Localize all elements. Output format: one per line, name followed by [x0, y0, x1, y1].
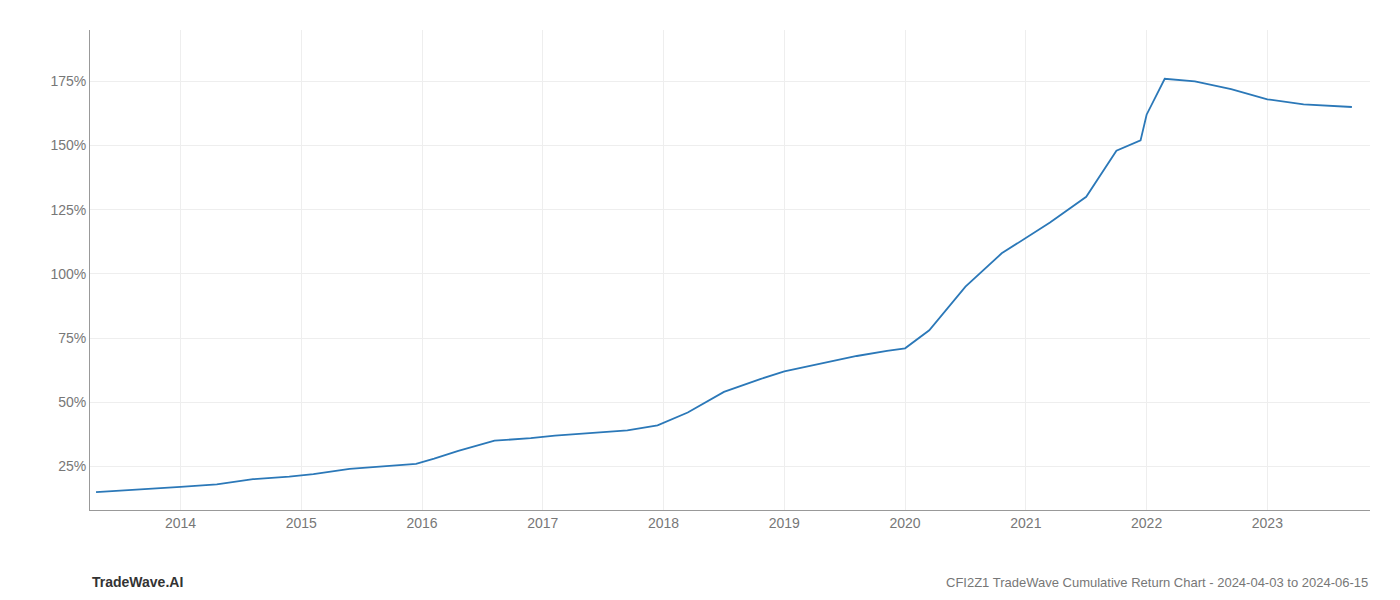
- svg-text:125%: 125%: [50, 202, 86, 218]
- svg-text:2016: 2016: [407, 515, 438, 531]
- svg-text:100%: 100%: [50, 266, 86, 282]
- svg-text:2014: 2014: [165, 515, 196, 531]
- svg-text:TradeWave.AI: TradeWave.AI: [92, 574, 183, 590]
- svg-text:50%: 50%: [58, 394, 86, 410]
- svg-text:2017: 2017: [527, 515, 558, 531]
- svg-text:2019: 2019: [769, 515, 800, 531]
- svg-text:175%: 175%: [50, 73, 86, 89]
- svg-text:2023: 2023: [1252, 515, 1283, 531]
- svg-text:2018: 2018: [648, 515, 679, 531]
- svg-text:2022: 2022: [1131, 515, 1162, 531]
- svg-text:25%: 25%: [58, 458, 86, 474]
- svg-text:2020: 2020: [890, 515, 921, 531]
- svg-text:75%: 75%: [58, 330, 86, 346]
- svg-text:2015: 2015: [286, 515, 317, 531]
- svg-text:CFI2Z1 TradeWave Cumulative Re: CFI2Z1 TradeWave Cumulative Return Chart…: [946, 575, 1368, 590]
- svg-text:2021: 2021: [1010, 515, 1041, 531]
- svg-text:150%: 150%: [50, 137, 86, 153]
